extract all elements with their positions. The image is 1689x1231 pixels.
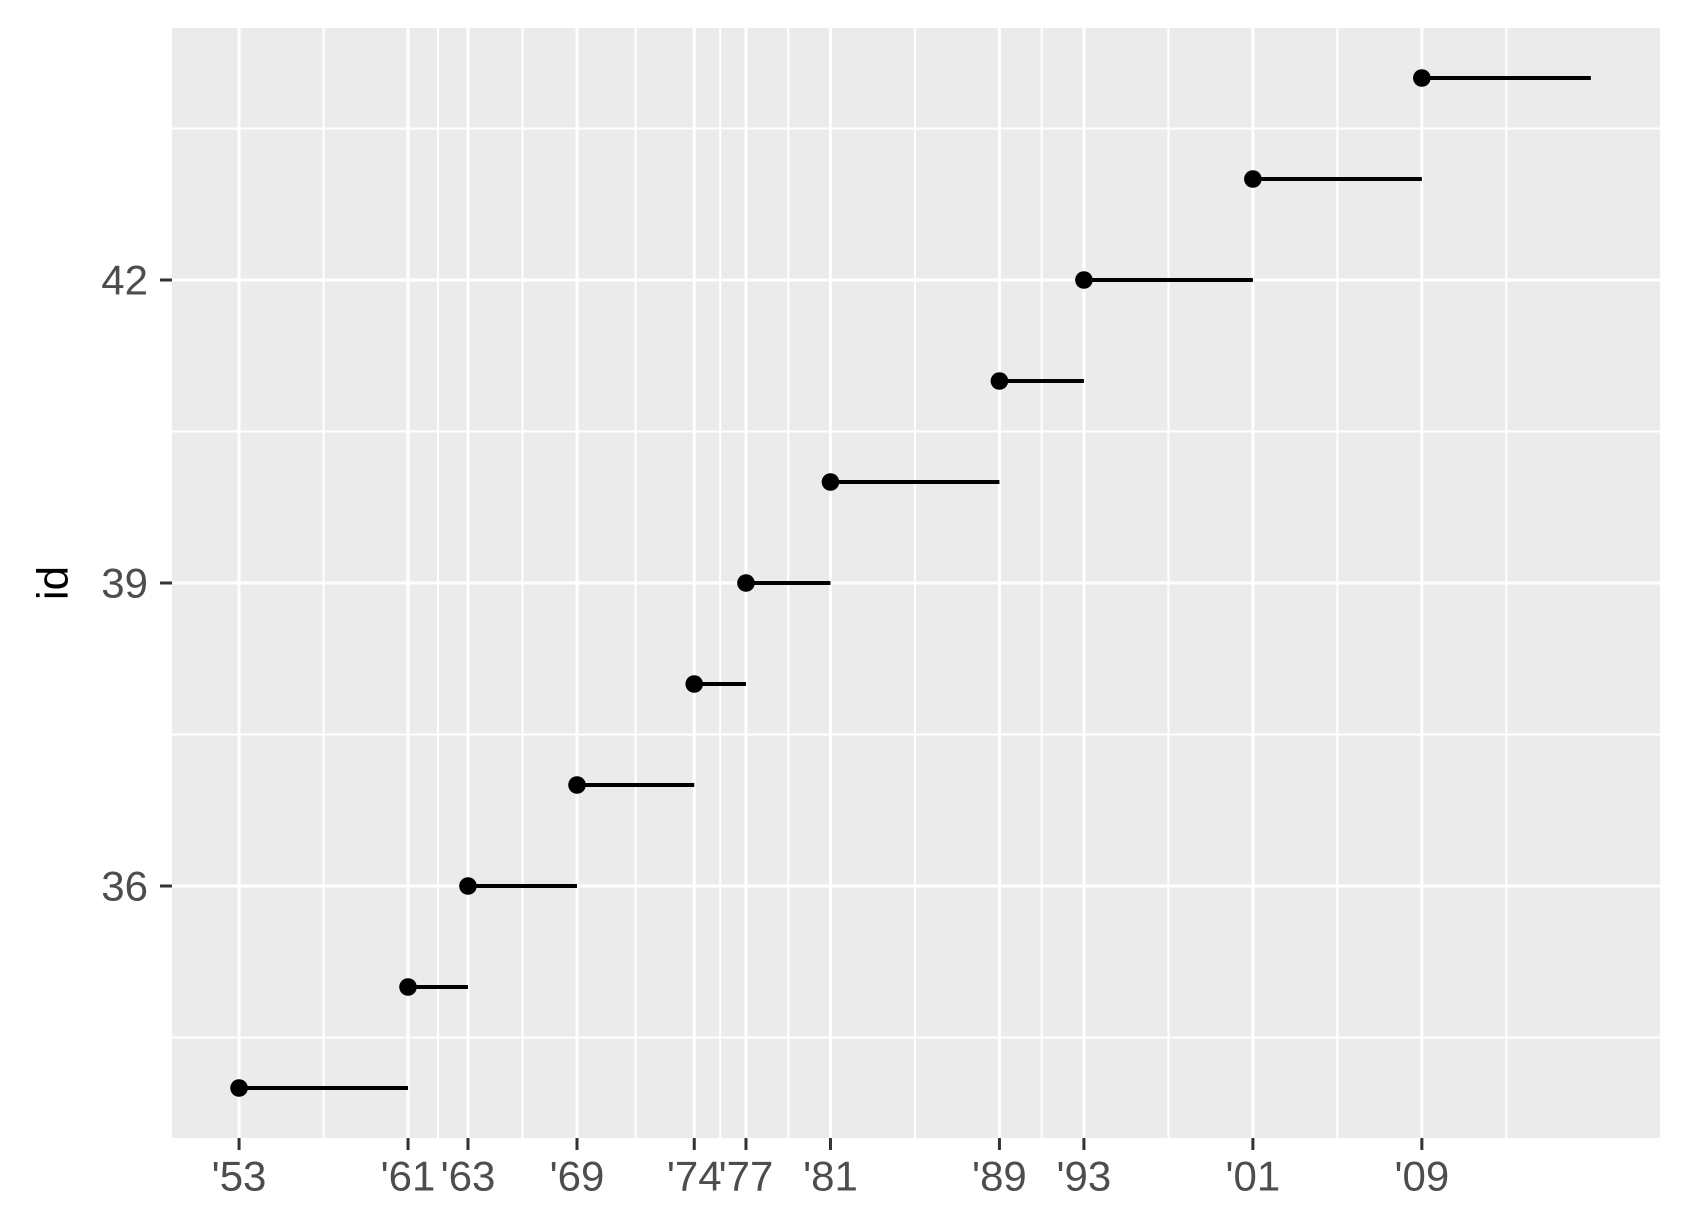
x-tick-label: '53 [212, 1153, 267, 1200]
term-start-point-id-35 [399, 978, 417, 996]
term-start-point-id-36 [459, 877, 477, 895]
term-start-point-id-37 [568, 776, 586, 794]
term-start-point-id-34 [230, 1079, 248, 1097]
x-tick-label: '93 [1057, 1153, 1112, 1200]
y-tick-label: 39 [101, 560, 148, 607]
x-tick-label: '74 [667, 1153, 722, 1200]
x-tick-label: '89 [972, 1153, 1027, 1200]
term-start-point-id-41 [990, 372, 1009, 390]
axis-tick-marks [160, 278, 1424, 1150]
term-start-point-id-39 [737, 574, 755, 592]
x-tick-label: '09 [1394, 1153, 1449, 1200]
x-tick-label: '01 [1226, 1153, 1281, 1200]
term-start-point-id-42 [1075, 271, 1093, 289]
y-tick-label: 36 [101, 863, 148, 910]
y-axis-labels: 36 39 42 [101, 256, 148, 909]
x-tick-label: '63 [441, 1153, 496, 1200]
term-start-point-id-40 [821, 473, 840, 491]
term-segments [230, 69, 1591, 1097]
term-start-point-id-44 [1413, 69, 1431, 87]
term-start-point-id-43 [1244, 170, 1262, 188]
x-tick-label: '81 [803, 1153, 858, 1200]
x-tick-label: '61 [381, 1153, 436, 1200]
term-start-point-id-38 [685, 675, 704, 693]
y-axis-title: id [29, 566, 78, 600]
y-tick-label: 42 [101, 256, 148, 303]
x-axis-labels: '53 '61'63 '69 '74'77 '81 '89 '93 '01 '09 [212, 1153, 1450, 1200]
x-tick-label: '77 [719, 1153, 774, 1200]
x-tick-label: '69 [550, 1153, 605, 1200]
